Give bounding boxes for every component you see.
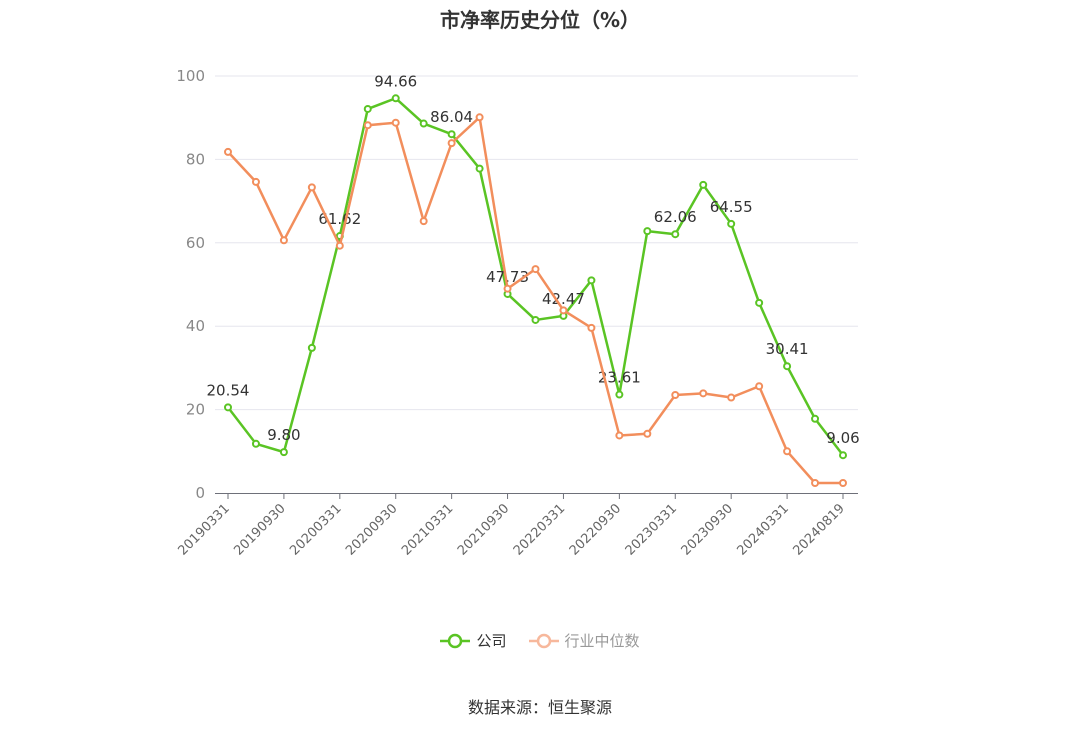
data-point: [783, 362, 792, 371]
data-point: [251, 439, 260, 448]
data-point: [727, 219, 736, 228]
data-point: [643, 227, 652, 236]
series-line-1: [227, 116, 843, 485]
data-label: 23.61: [598, 369, 641, 387]
data-point: [783, 447, 792, 456]
data-point: [279, 236, 288, 245]
data-point: [475, 113, 484, 122]
data-point: [839, 451, 847, 460]
data-point: [531, 265, 540, 274]
y-tick-label: 80: [186, 150, 205, 168]
data-point: [251, 177, 260, 186]
legend-item-company[interactable]: 公司: [440, 630, 507, 651]
legend-label: 公司: [476, 632, 507, 650]
data-point: [531, 315, 540, 324]
data-label: 62.06: [654, 208, 697, 226]
x-tick-label: 20200331: [287, 501, 344, 558]
x-tick-label: 20220331: [511, 501, 568, 558]
data-point: [643, 429, 652, 438]
data-point: [363, 121, 372, 130]
data-point: [811, 414, 820, 423]
x-tick-label: 20220930: [567, 501, 624, 558]
data-point: [727, 393, 736, 402]
data-point: [839, 478, 847, 487]
data-label: 86.04: [430, 108, 473, 126]
chart-legend: 公司 行业中位数: [0, 630, 1080, 651]
data-point: [503, 284, 512, 293]
x-tick-label: 20190331: [175, 501, 232, 558]
data-point: [279, 448, 288, 457]
data-point: [363, 104, 372, 113]
data-point: [587, 276, 596, 285]
data-label: 94.66: [374, 72, 417, 90]
data-point: [755, 382, 764, 391]
data-label: 9.80: [267, 426, 300, 444]
data-point: [335, 241, 344, 250]
y-tick-label: 60: [186, 234, 205, 252]
data-point: [475, 164, 484, 173]
data-point: [671, 230, 680, 239]
legend-line-marker-icon: [528, 633, 559, 648]
data-point: [307, 343, 316, 352]
series-line-0: [227, 97, 844, 456]
data-point: [811, 478, 820, 487]
data-point: [391, 94, 400, 103]
x-tick-label: 20230331: [623, 501, 680, 558]
y-tick-label: 40: [186, 317, 205, 335]
x-tick-label: 20190930: [231, 501, 288, 558]
data-point: [419, 217, 428, 226]
x-tick-label: 20240331: [735, 501, 792, 558]
x-tick-label: 20230930: [679, 501, 736, 558]
y-tick-label: 20: [186, 401, 205, 419]
data-point: [391, 118, 400, 127]
data-label: 42.47: [542, 290, 585, 308]
legend-line-marker-icon: [440, 633, 471, 648]
data-point: [559, 306, 568, 315]
x-tick-label: 20240819: [790, 501, 847, 558]
data-point: [447, 130, 456, 139]
data-label: 20.54: [207, 381, 250, 399]
data-point: [224, 403, 232, 412]
data-point: [447, 139, 456, 148]
data-label: 64.55: [710, 198, 753, 216]
data-point: [307, 183, 316, 192]
data-source-note: 数据来源：恒生聚源: [467, 698, 612, 717]
y-tick-label: 0: [195, 484, 205, 502]
data-point: [419, 119, 428, 128]
x-tick-label: 20210331: [399, 501, 456, 558]
data-point: [587, 323, 596, 332]
data-label: 30.41: [766, 340, 809, 358]
data-point: [699, 180, 708, 189]
chart-title: 市净率历史分位（%）: [439, 8, 641, 32]
legend-label: 行业中位数: [564, 632, 640, 650]
x-tick-label: 20200930: [343, 501, 400, 558]
x-tick-label: 20210930: [455, 501, 512, 558]
legend-item-industry-median[interactable]: 行业中位数: [528, 630, 640, 651]
data-label: 9.06: [826, 429, 859, 447]
y-tick-label: 100: [176, 67, 205, 85]
data-point: [671, 391, 680, 400]
data-point: [615, 390, 624, 399]
data-point: [615, 431, 624, 440]
data-point: [755, 298, 764, 307]
data-point: [224, 147, 232, 156]
data-point: [699, 389, 708, 398]
